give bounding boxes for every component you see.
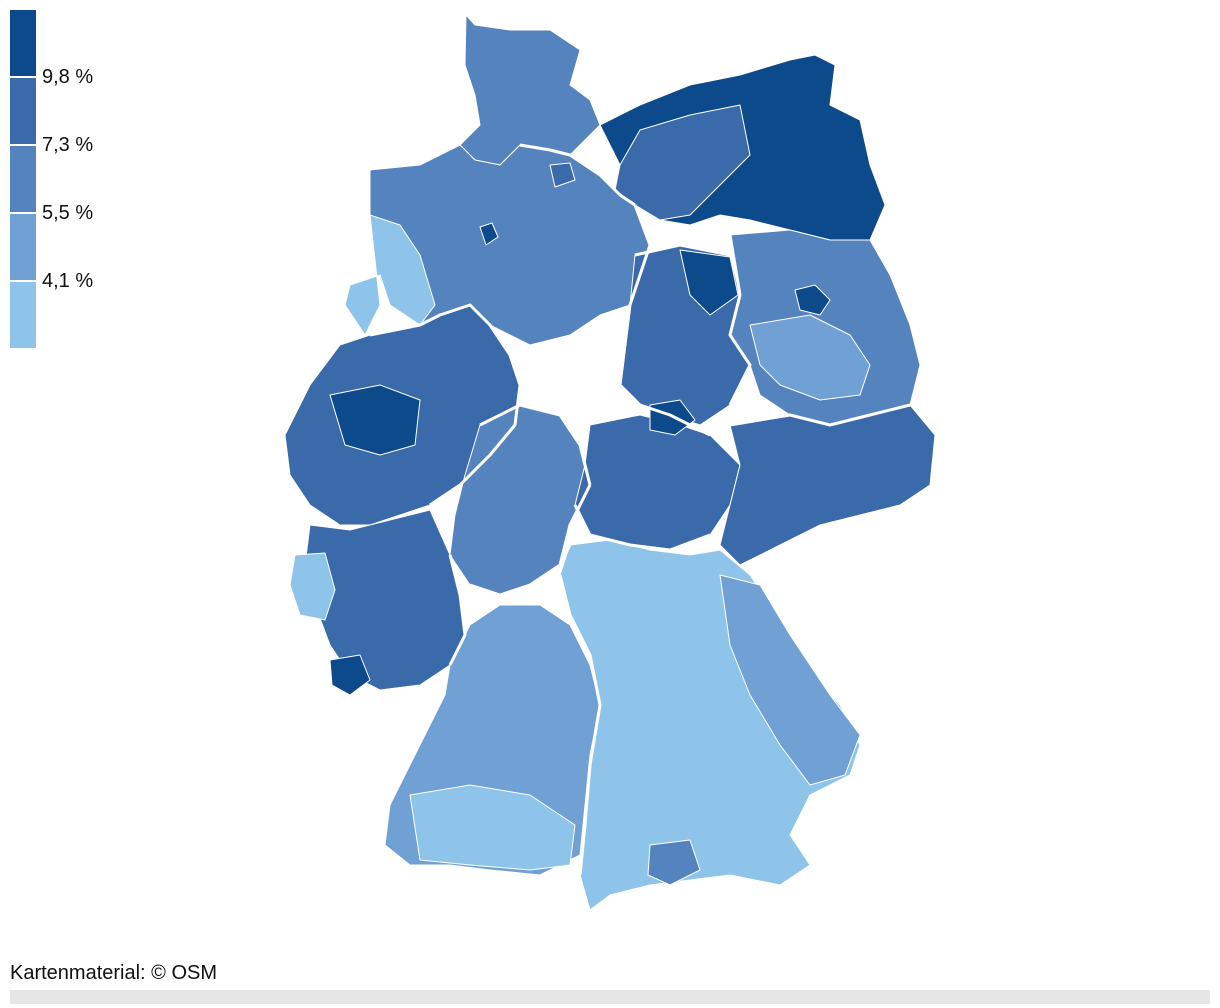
legend-step-1 <box>10 10 36 77</box>
region-schleswig-holstein[interactable] <box>459 14 601 166</box>
region-sachsen-anhalt-north[interactable] <box>679 249 739 316</box>
region-saarland[interactable] <box>329 654 371 696</box>
state-borders <box>369 143 911 876</box>
region-bayern-sw[interactable] <box>647 839 701 886</box>
legend-label-4: 4,1 % <box>42 270 94 292</box>
region-rlp-west[interactable] <box>289 552 336 621</box>
legend-divider <box>10 144 36 146</box>
legend-divider <box>10 280 36 282</box>
legend-step-3 <box>10 145 36 212</box>
legend-step-2 <box>10 77 36 144</box>
region-bw-south[interactable] <box>409 784 576 871</box>
legend-divider <box>10 212 36 214</box>
color-legend: 9,8 % 7,3 % 5,5 % 4,1 % <box>10 10 130 350</box>
region-bayern-east[interactable] <box>719 574 861 786</box>
region-thueringen[interactable] <box>574 414 741 551</box>
legend-label-3: 5,5 % <box>42 202 94 224</box>
legend-step-4 <box>10 213 36 280</box>
legend-label-2: 7,3 % <box>42 134 94 156</box>
region-sachsen[interactable] <box>719 404 936 566</box>
legend-step-5 <box>10 281 36 348</box>
map-svg <box>284 14 936 911</box>
map-credit: Kartenmaterial: © OSM <box>10 962 218 984</box>
region-bremen[interactable] <box>479 222 499 246</box>
legend-label-1: 9,8 % <box>42 66 94 88</box>
region-ruhr[interactable] <box>329 384 421 456</box>
region-brandenburg-south[interactable] <box>749 314 871 401</box>
region-berlin[interactable] <box>794 284 831 316</box>
legend-divider <box>10 76 36 78</box>
horizontal-scrollbar[interactable] <box>10 990 1210 1004</box>
germany-choropleth-map <box>270 5 960 925</box>
region-niedersachsen-west[interactable] <box>344 214 436 336</box>
region-hamburg[interactable] <box>549 162 576 188</box>
